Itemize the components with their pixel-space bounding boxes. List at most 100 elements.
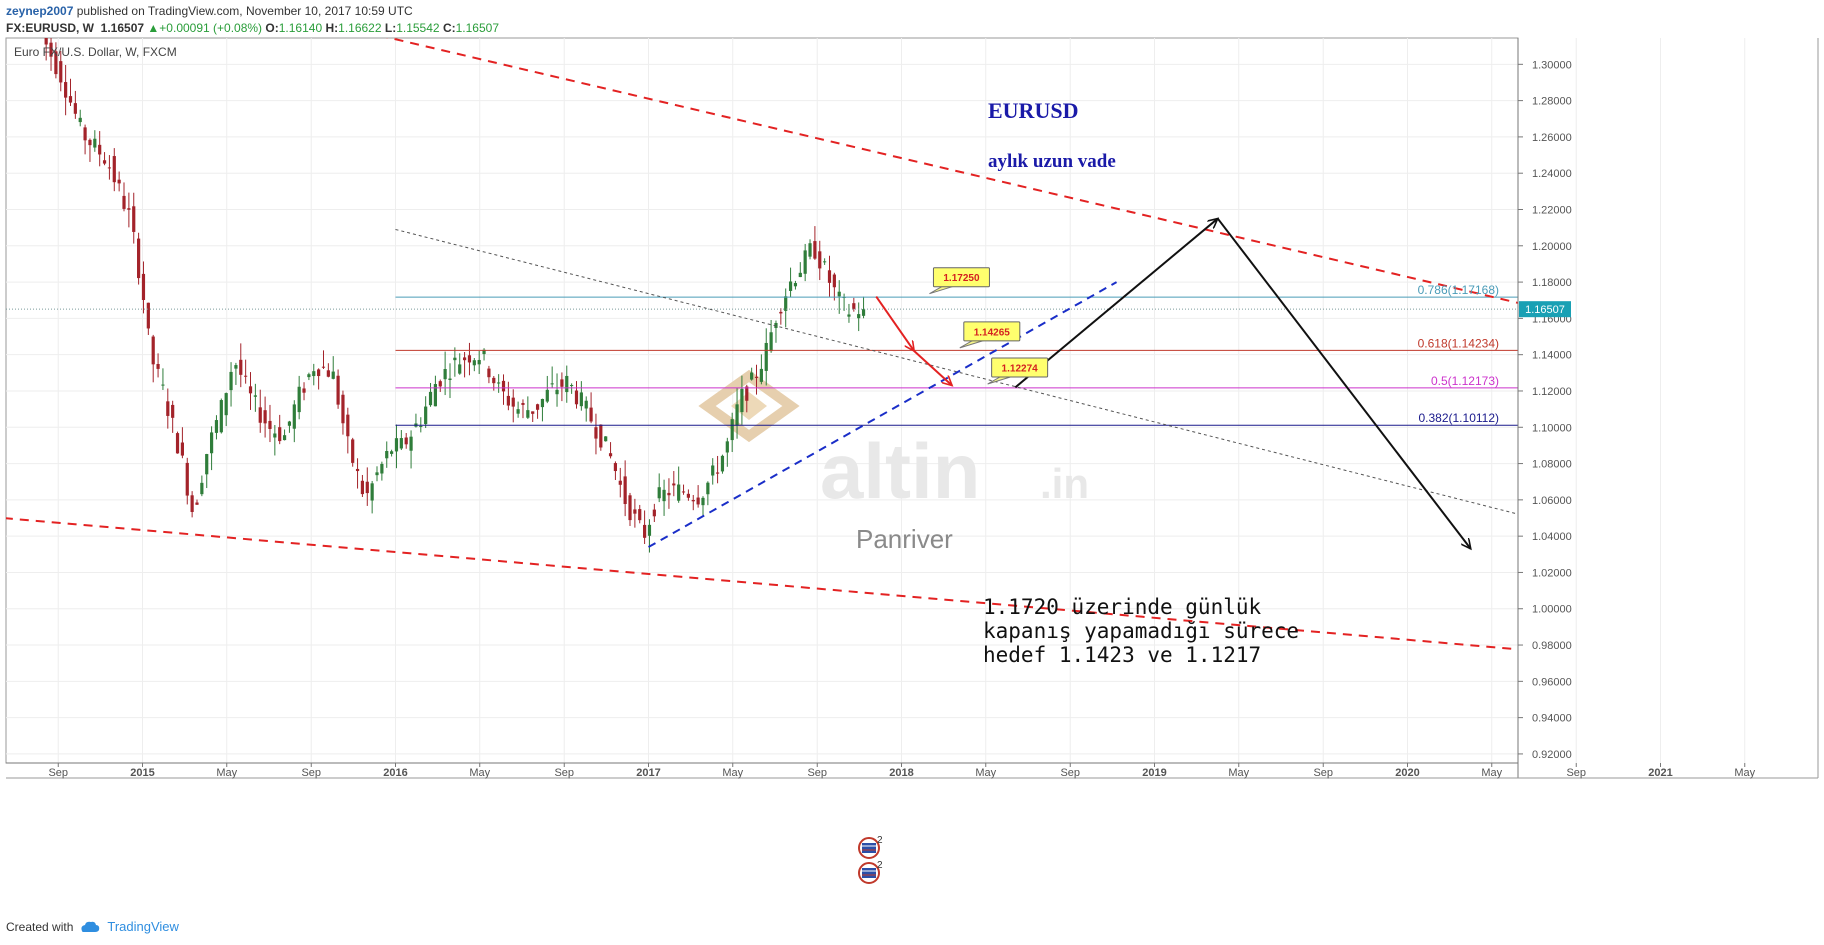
candle-body	[458, 364, 462, 374]
candle-body	[253, 395, 257, 397]
candle-body	[117, 179, 121, 184]
candle-body	[657, 487, 661, 499]
y-tick-label: 1.14000	[1532, 350, 1572, 362]
candle-body	[433, 384, 437, 407]
y-tick-label: 0.96000	[1532, 676, 1572, 688]
candle-body	[696, 497, 700, 505]
candle-body	[438, 381, 442, 387]
candle-body	[482, 349, 486, 355]
annotation-comment-line: hedef 1.1423 ve 1.1217	[983, 643, 1261, 667]
y-tick-label: 1.04000	[1532, 531, 1572, 543]
candle-body	[317, 369, 321, 377]
candle-body	[224, 393, 228, 416]
chart-title: Euro FX/U.S. Dollar, W, FXCM	[14, 45, 177, 59]
y-tick-label: 1.06000	[1532, 495, 1572, 507]
candle-body	[847, 314, 851, 317]
candle-body	[740, 388, 744, 413]
candle-body	[589, 407, 593, 422]
y-tick-label: 1.20000	[1532, 241, 1572, 253]
candle-body	[540, 398, 545, 408]
x-tick-label: May	[1734, 767, 1755, 779]
x-tick-label: 2017	[636, 767, 660, 779]
candle-body	[336, 375, 340, 405]
candle-body	[832, 274, 836, 288]
open-value: 1.16140	[278, 21, 323, 35]
candle-body	[730, 419, 734, 441]
author-link[interactable]: zeynep2007	[6, 4, 74, 18]
candle-body	[107, 167, 112, 169]
candle-body	[861, 309, 866, 316]
arrow	[1216, 217, 1471, 549]
candle-body	[453, 357, 457, 361]
candle-body	[98, 144, 102, 155]
candle-body	[219, 400, 223, 433]
candle-body	[857, 314, 861, 319]
tradingview-link[interactable]: TradingView	[107, 919, 179, 934]
y-tick-label: 1.26000	[1532, 132, 1572, 144]
candle-body	[273, 433, 277, 438]
candle-body	[677, 484, 681, 501]
publish-info: zeynep2007 published on TradingView.com,…	[6, 4, 413, 18]
candle-body	[754, 376, 759, 378]
candle-body	[209, 432, 214, 454]
candle-body	[360, 480, 365, 495]
candle-body	[715, 472, 720, 474]
y-tick-label: 1.08000	[1532, 459, 1572, 471]
candle-body	[818, 251, 822, 269]
candle-body	[385, 451, 389, 459]
candle-body	[137, 238, 141, 279]
candle-body	[282, 435, 287, 441]
candle-body	[205, 454, 209, 475]
candle-body	[180, 442, 184, 456]
annotation-comment-line: 1.1720 üzerinde günlük	[983, 595, 1262, 619]
candle-body	[127, 208, 131, 210]
trendline	[6, 517, 1518, 651]
x-tick-label: May	[216, 767, 237, 779]
candle-body	[827, 270, 832, 283]
candle-body	[691, 499, 695, 502]
grid	[5, 37, 1746, 764]
candle-body	[672, 483, 676, 486]
candle-body	[638, 509, 642, 521]
candle-body	[565, 375, 569, 393]
candle-body	[234, 365, 238, 369]
watermark-tld: .in	[1040, 460, 1089, 507]
candle-body	[390, 451, 394, 454]
y-tick-label: 1.02000	[1532, 567, 1572, 579]
candle-body	[793, 283, 798, 287]
candle-body	[331, 371, 335, 379]
candle-body	[594, 427, 598, 439]
low-label: L:	[384, 21, 397, 35]
x-tick-label: May	[1228, 767, 1249, 779]
candle-body	[788, 281, 793, 291]
close-value: 1.16507	[455, 21, 499, 35]
candle-body	[604, 436, 608, 442]
candle-body	[667, 492, 671, 496]
candle-body	[570, 385, 574, 387]
tradingview-logo-icon	[81, 921, 100, 932]
candle-body	[302, 388, 306, 393]
candle-body	[68, 96, 73, 103]
candle-body	[467, 355, 472, 363]
candle-body	[750, 372, 754, 380]
x-tick-label: Sep	[1060, 767, 1080, 779]
y-tick-label: 1.18000	[1532, 277, 1572, 289]
candles	[44, 38, 866, 553]
arrow	[875, 296, 914, 351]
y-tick-label: 1.22000	[1532, 204, 1572, 216]
candle-body	[545, 389, 549, 402]
flag-event-icon: 2	[858, 835, 883, 859]
candle-body	[759, 368, 763, 382]
candle-body	[404, 437, 408, 445]
candle-body	[297, 386, 301, 413]
low-value: 1.15542	[396, 21, 440, 35]
candle-body	[711, 465, 715, 476]
candle-body	[852, 303, 856, 309]
candle-body	[64, 82, 68, 98]
candle-body	[239, 359, 243, 375]
y-tick-label: 0.94000	[1532, 713, 1572, 725]
created-with-text: Created with	[6, 919, 74, 934]
candle-body	[156, 364, 160, 369]
candle-body	[462, 357, 467, 361]
